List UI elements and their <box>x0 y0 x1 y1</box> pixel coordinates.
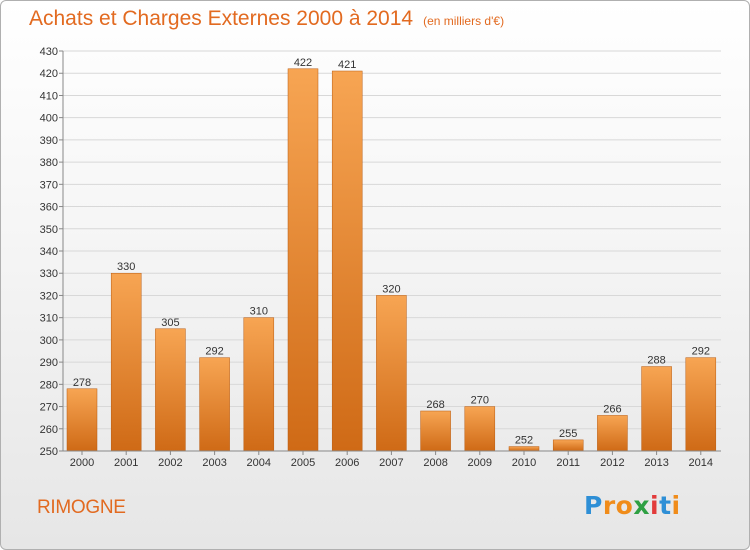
y-tick-label: 250 <box>40 446 58 458</box>
value-label-2013: 288 <box>647 355 665 367</box>
y-tick-label: 260 <box>40 424 58 436</box>
bar-2013 <box>641 366 672 452</box>
x-tick-label-2002: 2002 <box>158 457 182 469</box>
x-tick-label-2003: 2003 <box>202 457 226 469</box>
y-tick-label: 300 <box>40 335 58 347</box>
value-label-2008: 268 <box>426 399 444 411</box>
chart-unit: (en milliers d'€) <box>423 14 505 28</box>
value-label-2005: 422 <box>294 57 312 69</box>
value-label-2012: 266 <box>603 403 621 415</box>
x-tick-label-2001: 2001 <box>114 457 138 469</box>
bar-2002 <box>155 328 186 452</box>
x-tick-label-2007: 2007 <box>379 457 403 469</box>
y-tick-label: 310 <box>40 313 58 325</box>
value-label-2006: 421 <box>338 59 356 71</box>
bar-2010 <box>508 446 540 452</box>
y-tick-label: 380 <box>40 157 58 169</box>
value-label-2000: 278 <box>73 377 91 389</box>
bar-2006 <box>331 70 363 452</box>
value-label-2002: 305 <box>161 317 179 329</box>
y-axis: 250 260 270 280 290 300 310 320 330 340 350 360 370 3… <box>40 46 64 458</box>
x-tick-label-2012: 2012 <box>600 457 624 469</box>
x-tick-label-2011: 2011 <box>556 457 580 469</box>
logo-letter: t <box>659 491 672 520</box>
bar-2012 <box>597 415 628 452</box>
logo-letter: i <box>671 491 681 520</box>
bars <box>66 68 717 452</box>
proxiti-logo[interactable]: Proxiti <box>584 491 681 520</box>
y-tick-label: 290 <box>40 357 58 369</box>
value-label-2004: 310 <box>250 306 268 318</box>
x-tick-label-2006: 2006 <box>335 457 359 469</box>
x-tick-label-2013: 2013 <box>644 457 668 469</box>
y-tick-label: 430 <box>40 46 58 58</box>
y-tick-label: 400 <box>40 113 58 125</box>
x-axis: 2000 2001 2002 2003 2004 2005 2006 2007 2008 2009… <box>63 450 721 469</box>
x-tick-label-2010: 2010 <box>512 457 536 469</box>
value-label-2010: 252 <box>515 435 533 447</box>
x-tick-label-2000: 2000 <box>70 457 94 469</box>
bar-2014 <box>685 357 717 452</box>
y-tick-label: 370 <box>40 179 58 191</box>
x-tick-label-2014: 2014 <box>689 457 713 469</box>
value-label-2011: 255 <box>559 428 577 440</box>
value-label-2014: 292 <box>692 346 710 358</box>
y-tick-label: 350 <box>40 224 58 236</box>
y-tick-label: 420 <box>40 68 58 80</box>
bar-2007 <box>376 295 407 452</box>
value-label-2003: 292 <box>205 346 223 358</box>
y-tick-label: 280 <box>40 379 58 391</box>
y-tick-label: 360 <box>40 202 58 214</box>
x-tick-label-2005: 2005 <box>291 457 315 469</box>
bar-2008 <box>420 410 451 452</box>
bar-2001 <box>110 272 142 452</box>
bar-2011 <box>552 439 584 452</box>
x-tick-label-2004: 2004 <box>247 457 271 469</box>
y-tick-label: 320 <box>40 290 58 302</box>
logo-letter: x <box>633 491 650 520</box>
chart-title-text: Achats et Charges Externes 2000 à 2014 <box>29 7 414 30</box>
y-tick-label: 270 <box>40 402 58 414</box>
bar-2003 <box>199 357 230 452</box>
logo-letter: P <box>584 491 603 520</box>
bar-2004 <box>243 317 275 452</box>
value-label-2007: 320 <box>382 283 400 295</box>
y-tick-label: 390 <box>40 135 58 147</box>
logo-letter: i <box>650 491 660 520</box>
commune-name: RIMOGNE <box>37 497 126 518</box>
value-labels: 278 330 305 292 310 422 421 320 268 270 252 255 266 2… <box>73 57 710 447</box>
x-tick-label-2008: 2008 <box>423 457 447 469</box>
logo-letter: o <box>615 491 634 520</box>
bar-2005 <box>287 68 319 452</box>
bar-2000 <box>66 388 98 452</box>
y-tick-label: 410 <box>40 90 58 102</box>
chart-title: Achats et Charges Externes 2000 à 2014 (e… <box>29 7 504 31</box>
value-label-2001: 330 <box>117 261 135 273</box>
y-tick-label: 340 <box>40 246 58 258</box>
x-tick-label-2009: 2009 <box>468 457 492 469</box>
value-label-2009: 270 <box>471 395 489 407</box>
y-tick-label: 330 <box>40 268 58 280</box>
bar-2009 <box>464 406 496 452</box>
logo-letter: r <box>602 491 616 520</box>
